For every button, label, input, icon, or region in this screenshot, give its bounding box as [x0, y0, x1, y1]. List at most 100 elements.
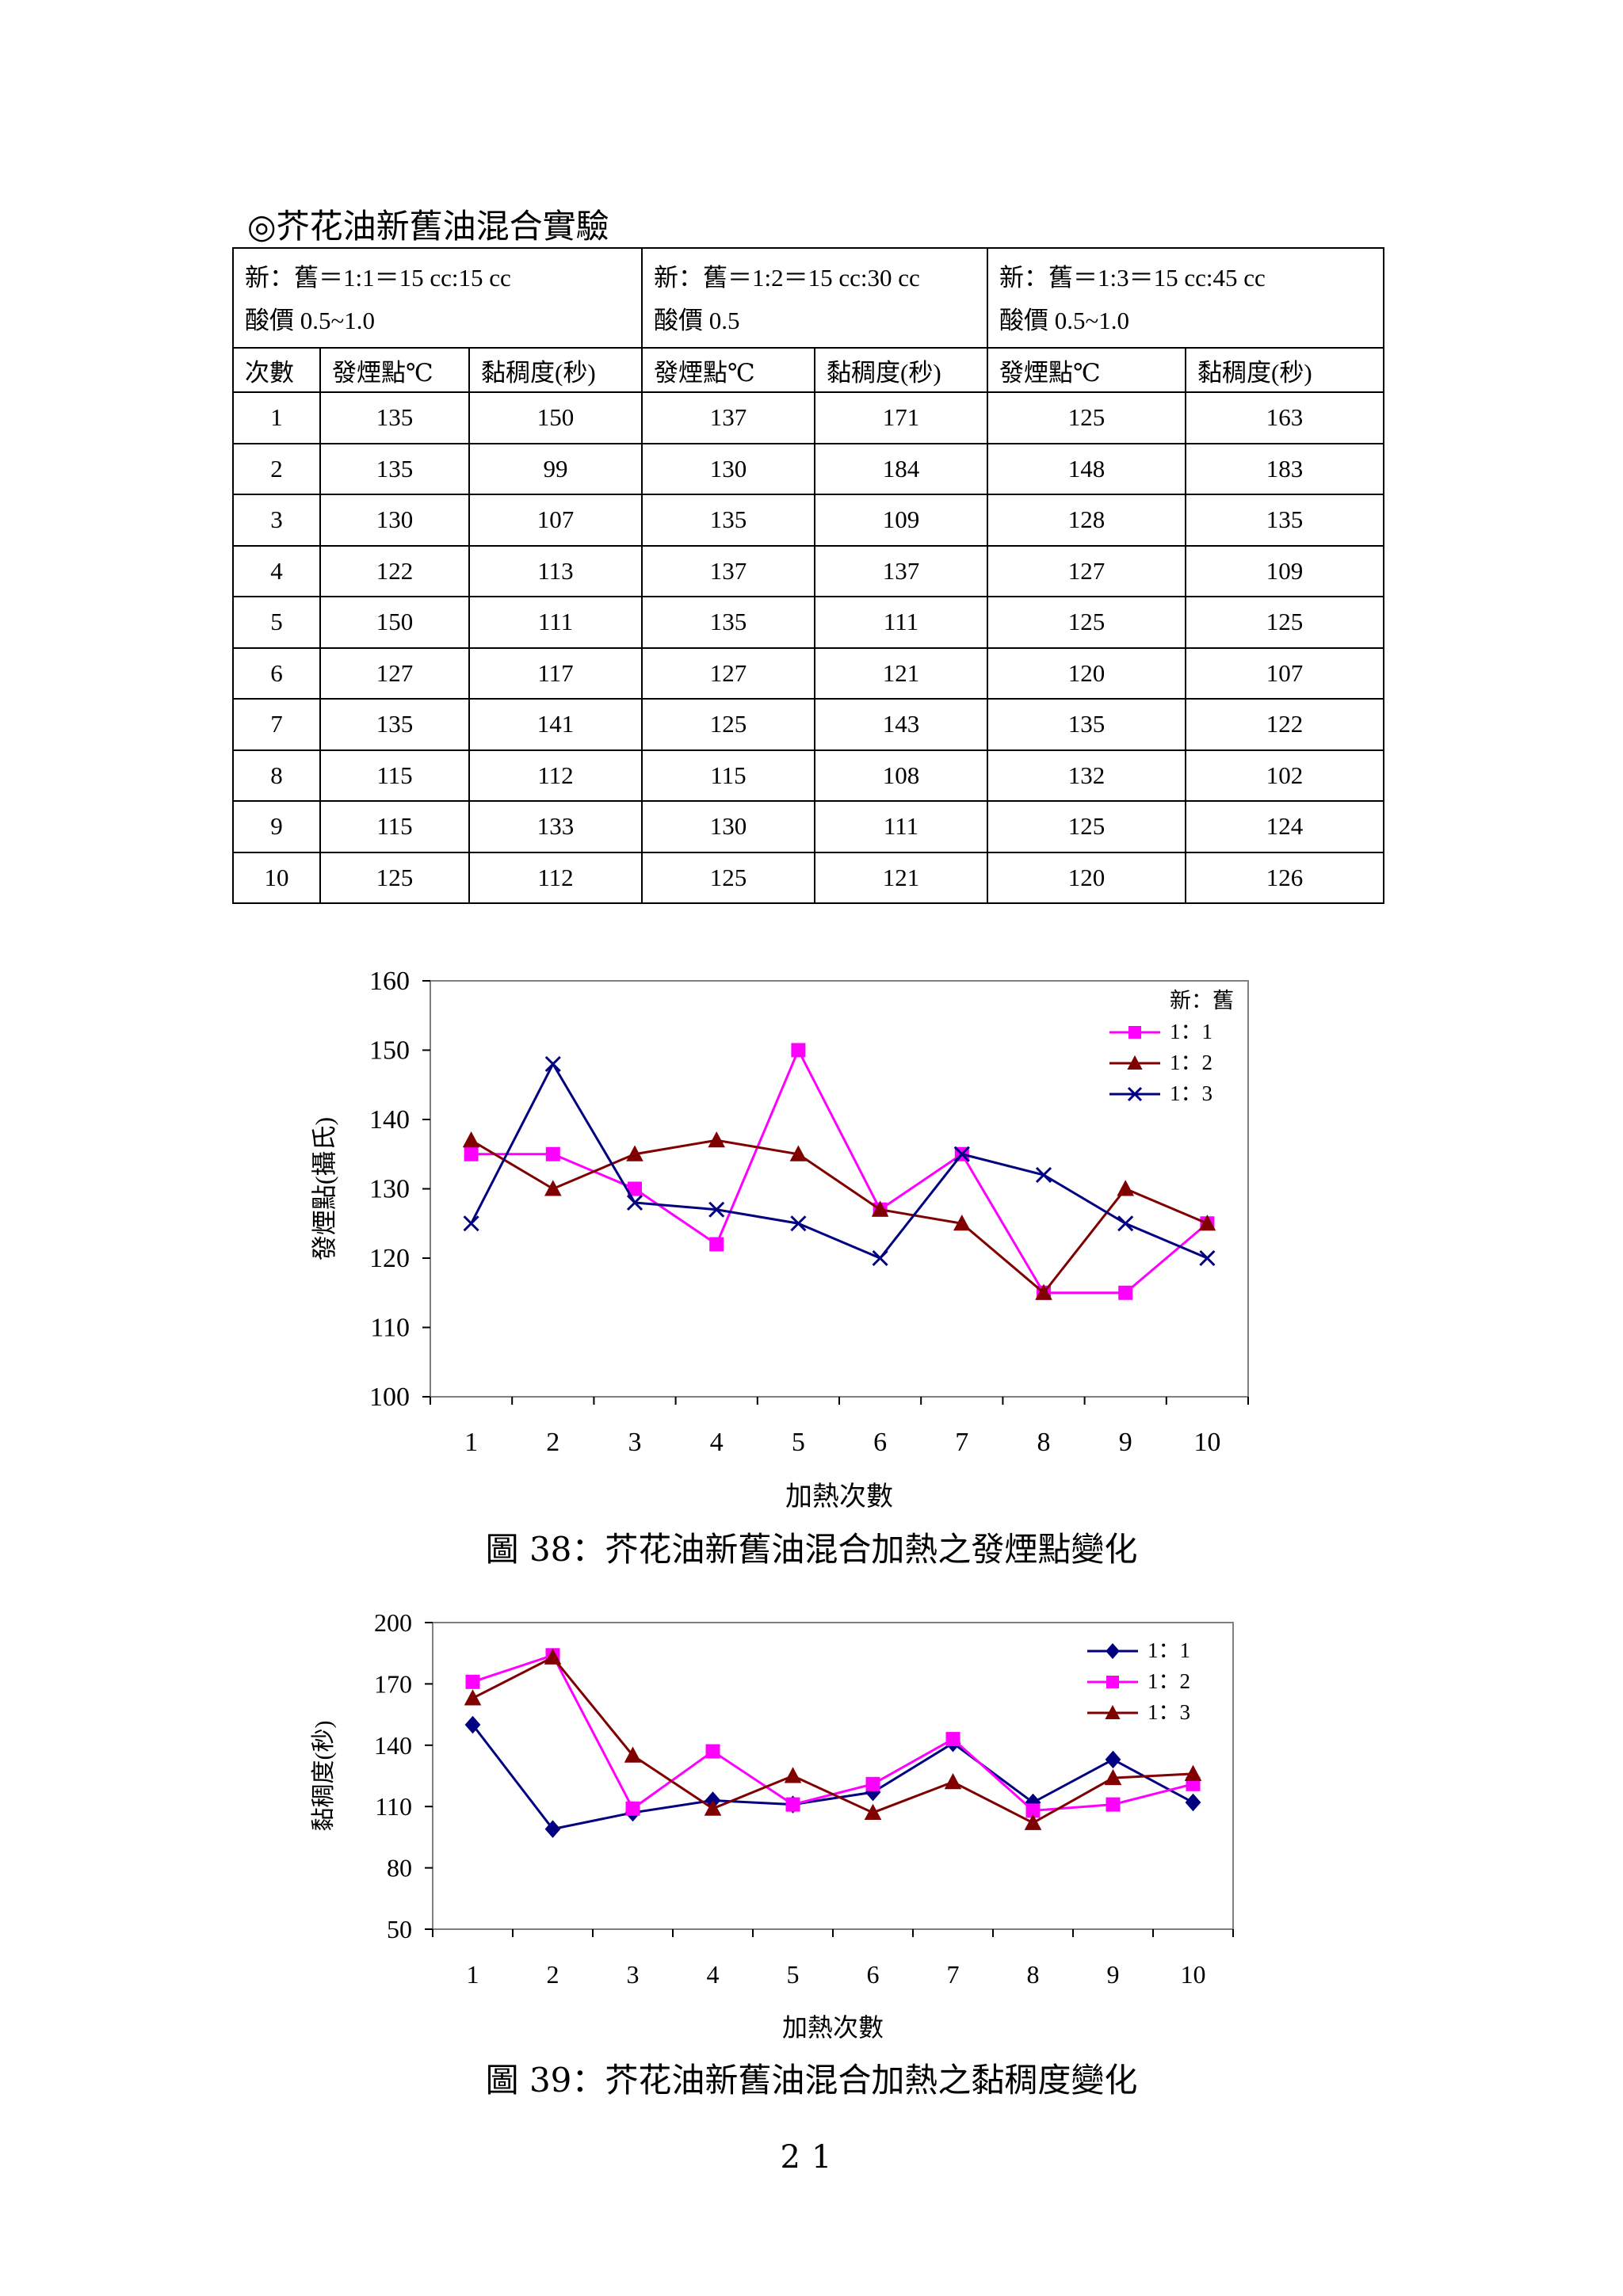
figure-caption-38: 圖 38：芥花油新舊油混合加熱之發煙點變化 [485, 1530, 1138, 1569]
x-axis-title: 加熱次數 [785, 1482, 893, 1512]
table-row: 8 115 112 115 108 132 102 [232, 749, 1384, 802]
column-header: 黏稠度(秒) [1185, 347, 1384, 393]
data-point [1117, 1180, 1134, 1196]
x-tick-label: 5 [787, 1960, 800, 1989]
data-point [1025, 1803, 1041, 1818]
table-cell: 115 [641, 749, 815, 802]
x-tick-label: 6 [873, 1428, 887, 1457]
group-header-3: 新：舊＝1:3＝15 cc:45 cc 酸價 0.5~1.0 [987, 247, 1384, 349]
legend-entry: 1：3 [1087, 1700, 1190, 1724]
table-cell: 183 [1185, 442, 1384, 495]
table-row: 10 125 112 125 121 120 126 [232, 851, 1384, 904]
table-cell: 10 [232, 851, 321, 904]
data-point [463, 1215, 479, 1232]
table-row: 3 130 107 135 109 128 135 [232, 494, 1384, 547]
table-cell: 2 [232, 442, 321, 495]
data-point [1035, 1166, 1052, 1184]
table-cell: 8 [232, 749, 321, 802]
data-point [1185, 1793, 1201, 1812]
data-point [953, 1146, 970, 1162]
data-point [1106, 1643, 1120, 1659]
column-header: 發煙點℃ [987, 347, 1186, 393]
data-point [791, 1043, 806, 1058]
table-cell: 115 [319, 749, 470, 802]
data-point [628, 1181, 642, 1196]
x-tick-label: 3 [627, 1960, 640, 1989]
group-ratio: 新：舊＝1:2＝15 cc:30 cc [654, 264, 920, 292]
table-cell: 143 [814, 698, 988, 751]
data-point [944, 1772, 962, 1790]
y-tick-label: 140 [369, 1105, 410, 1135]
table-cell: 137 [641, 544, 815, 597]
table-cell: 107 [468, 494, 643, 547]
table-cell: 99 [468, 442, 643, 495]
table-cell: 171 [814, 391, 988, 444]
data-point [1104, 1768, 1122, 1786]
x-tick-label: 9 [1107, 1960, 1120, 1989]
legend-entry: 1：2 [1109, 1051, 1212, 1074]
plot-area [430, 980, 1249, 1398]
table-cell: 121 [814, 646, 988, 700]
table-cell: 125 [641, 851, 815, 904]
data-point [464, 1146, 479, 1161]
table-cell: 125 [1185, 596, 1384, 649]
x-tick-label: 1 [467, 1960, 479, 1989]
column-header-row: 次數 發煙點℃ 黏稠度(秒) 發煙點℃ 黏稠度(秒) 發煙點℃ 黏稠度(秒) [232, 347, 1384, 393]
table-cell: 135 [319, 442, 470, 495]
group-acid: 酸價 0.5 [654, 307, 740, 334]
data-point [1035, 1283, 1052, 1300]
x-tick-label: 2 [546, 1428, 559, 1457]
legend-label: 1：1 [1170, 1020, 1212, 1043]
table-cell: 125 [641, 698, 815, 751]
table-cell: 124 [1185, 800, 1384, 853]
x-tick-label: 3 [628, 1428, 642, 1457]
series [464, 1648, 1202, 1830]
y-tick-label: 200 [374, 1608, 412, 1637]
data-point [626, 1194, 643, 1211]
series-line [470, 1061, 1208, 1260]
x-axis-title: 加熱次數 [782, 2013, 884, 2042]
column-header: 黏稠度(秒) [814, 347, 988, 393]
data-point [544, 1180, 562, 1196]
y-tick-label: 130 [369, 1175, 410, 1204]
x-tick-label: 7 [955, 1428, 968, 1457]
group-header-2: 新：舊＝1:2＝15 cc:30 cc 酸價 0.5 [641, 247, 988, 349]
data-point [785, 1797, 800, 1812]
table-cell: 130 [641, 442, 815, 495]
table-cell: 127 [641, 646, 815, 700]
table-cell: 148 [987, 442, 1186, 495]
table-cell: 102 [1185, 749, 1384, 802]
table-cell: 132 [987, 749, 1186, 802]
table-cell: 184 [814, 442, 988, 495]
data-point [1106, 1676, 1119, 1688]
data-point [1199, 1249, 1216, 1267]
data-point [1128, 1026, 1141, 1039]
series-line [472, 1724, 1194, 1831]
y-tick-label: 160 [369, 967, 410, 996]
table-cell: 137 [814, 544, 988, 597]
group-header-1: 新：舊＝1:1＝15 cc:15 cc 酸價 0.5~1.0 [232, 247, 643, 349]
group-ratio: 新：舊＝1:1＝15 cc:15 cc [245, 264, 511, 292]
legend-label: 1：2 [1148, 1669, 1190, 1693]
table-cell: 128 [987, 494, 1186, 547]
series [462, 1131, 1216, 1300]
column-header: 黏稠度(秒) [468, 347, 643, 393]
x-tick-label: 10 [1181, 1960, 1206, 1989]
column-header: 次數 [232, 347, 321, 393]
y-tick-label: 100 [369, 1383, 410, 1412]
table-cell: 135 [641, 596, 815, 649]
x-tick-label: 4 [710, 1428, 724, 1457]
series [463, 1055, 1216, 1267]
table-cell: 135 [987, 698, 1186, 751]
table-cell: 126 [1185, 851, 1384, 904]
y-tick-label: 50 [387, 1915, 412, 1943]
table-cell: 133 [468, 800, 643, 853]
data-point [945, 1732, 960, 1747]
table-cell: 7 [232, 698, 321, 751]
table-cell: 125 [987, 391, 1186, 444]
x-tick-label: 7 [947, 1960, 960, 1989]
column-header: 發煙點℃ [319, 347, 470, 393]
table-cell: 125 [987, 800, 1186, 853]
data-point [709, 1237, 724, 1252]
data-point [465, 1674, 480, 1689]
